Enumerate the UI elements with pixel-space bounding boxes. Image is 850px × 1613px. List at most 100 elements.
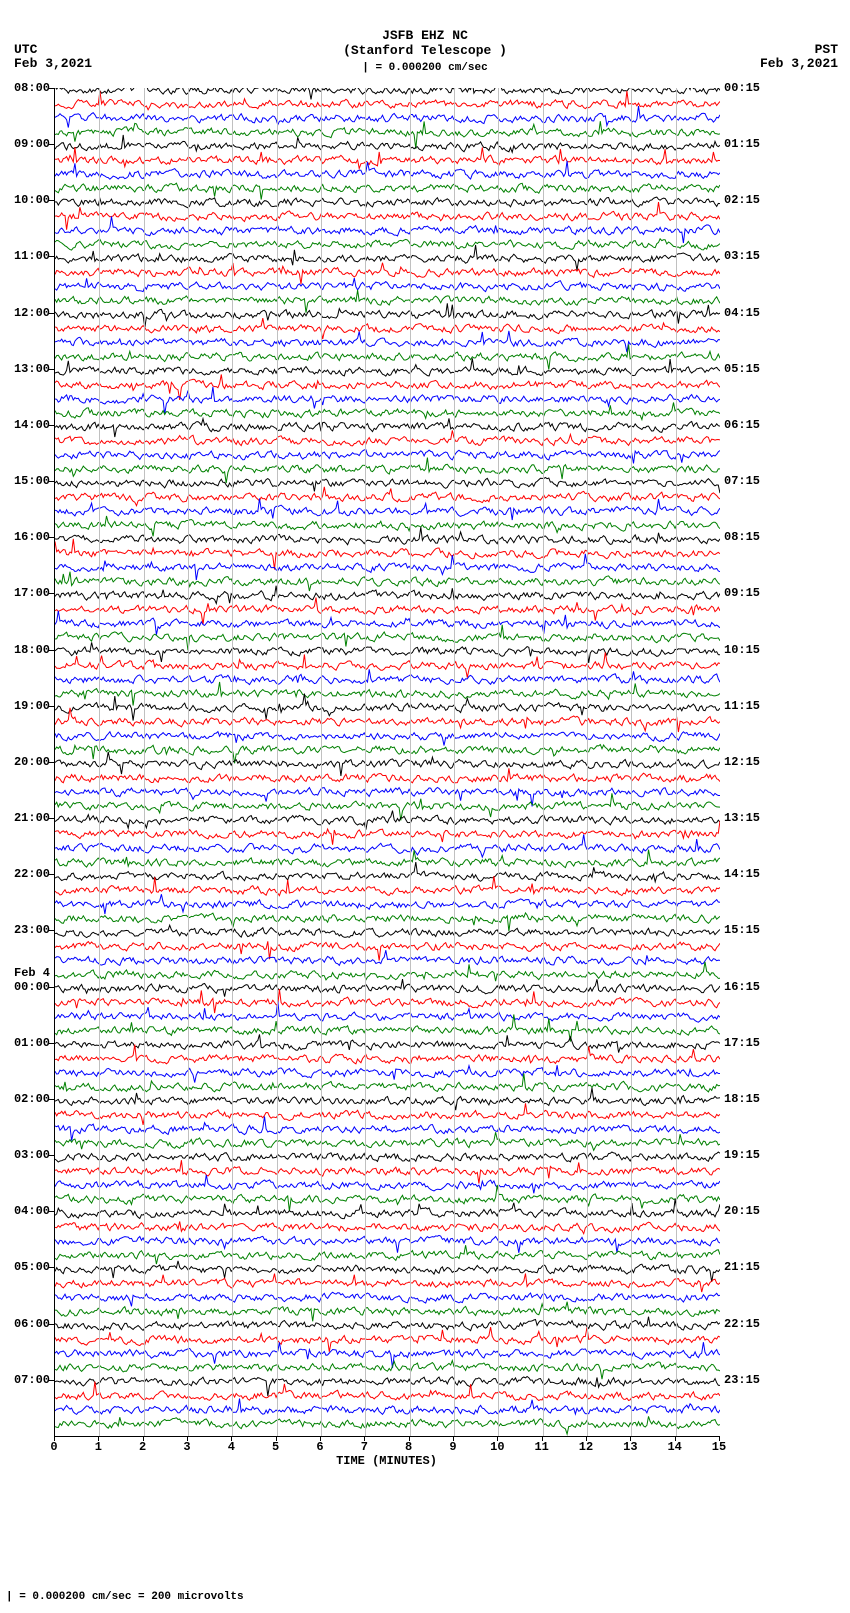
seismic-trace xyxy=(55,1274,720,1293)
date-left-label: Feb 3,2021 xyxy=(14,56,92,71)
xtick-label: 13 xyxy=(620,1440,640,1454)
seismic-trace xyxy=(55,682,720,706)
hour-label-right: 04:15 xyxy=(724,306,760,320)
seismic-trace xyxy=(55,1034,720,1052)
xtick-mark xyxy=(453,1436,454,1441)
seismic-trace xyxy=(55,821,720,845)
seismic-trace xyxy=(55,1185,720,1211)
xtick-mark xyxy=(320,1436,321,1441)
hour-label-right: 19:15 xyxy=(724,1148,760,1162)
seismic-trace xyxy=(55,708,720,732)
seismic-trace xyxy=(55,1175,720,1193)
hour-label-left: 22:00 xyxy=(2,867,50,881)
hour-label-right: 15:15 xyxy=(724,923,760,937)
gridline-vertical xyxy=(676,88,677,1436)
hour-label-left: 01:00 xyxy=(2,1036,50,1050)
station-title: JSFB EHZ NC xyxy=(0,0,850,43)
seismic-trace xyxy=(55,278,720,292)
hour-label-left: 04:00 xyxy=(2,1204,50,1218)
gridline-vertical xyxy=(498,88,499,1436)
seismic-trace xyxy=(55,1317,720,1331)
footer-scale-text: | = 0.000200 cm/sec = 200 microvolts xyxy=(6,1591,244,1603)
scale-indicator: | = 0.000200 cm/sec xyxy=(0,58,850,82)
seismic-trace xyxy=(55,752,720,776)
hour-label-left: 16:00 xyxy=(2,530,50,544)
seismic-trace xyxy=(55,1245,720,1264)
seismic-trace xyxy=(55,121,720,149)
hour-label-right: 02:15 xyxy=(724,193,760,207)
seismic-trace xyxy=(55,1160,720,1183)
seismic-trace xyxy=(55,745,720,764)
seismic-trace xyxy=(55,989,720,1013)
seismic-trace xyxy=(55,653,720,678)
seismic-trace xyxy=(55,183,720,199)
seismogram-traces xyxy=(55,88,720,1436)
xtick-label: 10 xyxy=(487,1440,507,1454)
hour-label-right: 14:15 xyxy=(724,867,760,881)
seismic-trace xyxy=(55,793,720,820)
hour-label-left: 03:00 xyxy=(2,1148,50,1162)
gridline-vertical xyxy=(365,88,366,1436)
seismic-trace xyxy=(55,913,720,931)
hour-label-left: 21:00 xyxy=(2,811,50,825)
seismic-trace xyxy=(55,732,720,746)
seismic-trace xyxy=(55,1302,720,1322)
xtick-label: 7 xyxy=(354,1440,374,1454)
xtick-label: 12 xyxy=(576,1440,596,1454)
xtick-mark xyxy=(630,1436,631,1441)
hour-label-right: 18:15 xyxy=(724,1092,760,1106)
seismic-trace xyxy=(55,161,720,179)
xtick-label: 14 xyxy=(665,1440,685,1454)
seismic-trace xyxy=(55,135,720,152)
hour-label-left: 10:00 xyxy=(2,193,50,207)
seismic-trace xyxy=(55,358,720,376)
seismogram-plot xyxy=(54,88,720,1437)
seismic-trace xyxy=(55,387,720,414)
seismic-trace xyxy=(55,669,720,684)
hour-label-right: 10:15 xyxy=(724,643,760,657)
xtick-label: 4 xyxy=(221,1440,241,1454)
gridline-vertical xyxy=(631,88,632,1436)
gridline-vertical xyxy=(321,88,322,1436)
seismic-trace xyxy=(55,1073,720,1092)
hour-label-left: 07:00 xyxy=(2,1373,50,1387)
seismic-trace xyxy=(55,1065,720,1082)
hour-label-left: 17:00 xyxy=(2,586,50,600)
hour-label-left: 19:00 xyxy=(2,699,50,713)
date-break-label: Feb 4 xyxy=(14,966,50,980)
seismic-trace xyxy=(55,499,720,521)
seismic-trace xyxy=(55,1014,720,1041)
gridline-vertical xyxy=(543,88,544,1436)
xtick-label: 1 xyxy=(88,1440,108,1454)
xtick-label: 5 xyxy=(266,1440,286,1454)
seismic-trace xyxy=(55,263,720,284)
seismic-trace xyxy=(55,642,720,663)
seismic-trace xyxy=(55,962,720,981)
seismic-trace xyxy=(55,835,720,858)
seismic-trace xyxy=(55,303,720,327)
hour-label-right: 12:15 xyxy=(724,755,760,769)
gridline-vertical xyxy=(410,88,411,1436)
seismic-trace xyxy=(55,217,720,244)
seismic-trace xyxy=(55,418,720,437)
xtick-mark xyxy=(143,1436,144,1441)
seismic-trace xyxy=(55,876,720,896)
hour-label-left: 13:00 xyxy=(2,362,50,376)
xtick-label: 11 xyxy=(532,1440,552,1454)
seismic-trace xyxy=(55,331,720,352)
seismic-trace xyxy=(55,487,720,506)
hour-label-left: 11:00 xyxy=(2,249,50,263)
gridline-vertical xyxy=(587,88,588,1436)
hour-label-right: 13:15 xyxy=(724,811,760,825)
seismic-trace xyxy=(55,430,720,445)
xtick-label: 8 xyxy=(399,1440,419,1454)
hour-label-right: 09:15 xyxy=(724,586,760,600)
seismic-trace xyxy=(55,694,720,721)
xtick-label: 9 xyxy=(443,1440,463,1454)
seismic-trace xyxy=(55,1382,720,1401)
hour-label-left: 00:00 xyxy=(2,980,50,994)
seismic-trace xyxy=(55,1199,720,1219)
hour-label-right: 06:15 xyxy=(724,418,760,432)
seismic-trace xyxy=(55,1222,720,1234)
seismic-trace xyxy=(55,290,720,313)
